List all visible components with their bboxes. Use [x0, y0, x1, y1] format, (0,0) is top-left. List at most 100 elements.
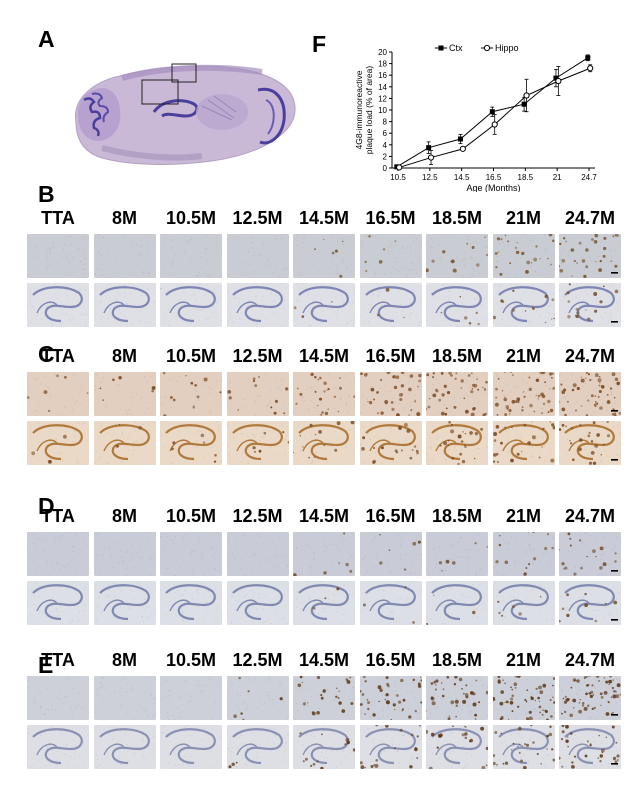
age-column-label: 10.5M [165, 346, 217, 366]
cortex-micrograph [559, 372, 621, 416]
age-column-label: 16.5M [365, 506, 416, 526]
y-tick-label: 10 [378, 106, 387, 115]
panel-label-d: D [38, 493, 55, 519]
cortex-micrograph [293, 372, 355, 416]
hippocampus-micrograph [559, 421, 621, 465]
data-point-hippo [523, 92, 530, 99]
hippocampus-micrograph [226, 581, 289, 625]
y-tick-label: 2 [383, 152, 388, 161]
panel-label-e: E [38, 652, 54, 678]
cortex-micrograph [426, 234, 488, 278]
age-column-label: 21M [505, 650, 541, 670]
cortex-roi-box [171, 63, 197, 83]
data-point-hippo [427, 154, 435, 161]
age-column-label: 8M [111, 208, 137, 228]
data-point-hippo [491, 121, 498, 128]
cortex-micrograph [27, 234, 89, 278]
hippocampus-micrograph [492, 283, 555, 327]
panel-label-f: F [312, 31, 327, 57]
age-column-label: 14.5M [298, 346, 350, 366]
legend-label-hippo: Hippo [495, 43, 519, 53]
scale-bar [611, 570, 618, 572]
cortex-micrograph [559, 234, 621, 278]
cortex-image-row [25, 372, 623, 419]
cortex-micrograph [492, 532, 555, 576]
data-point-ctx [457, 136, 463, 142]
hippocampus-micrograph [160, 581, 222, 625]
data-point-ctx [521, 101, 527, 107]
y-tick-label: 12 [378, 94, 387, 103]
cortex-micrograph [492, 234, 555, 278]
data-point-ctx [426, 145, 432, 151]
scale-bar [611, 763, 618, 765]
scale-bar [611, 714, 618, 716]
y-tick-label: 0 [383, 164, 388, 173]
age-column-label: 16.5M [365, 650, 416, 670]
age-column-label: TTA [41, 346, 75, 366]
cortex-micrograph [160, 234, 222, 278]
cortex-micrograph [226, 676, 289, 720]
cortex-micrograph [359, 532, 422, 576]
data-point-ctx [489, 109, 495, 115]
cortex-image-row [25, 532, 623, 579]
hippocampus-micrograph [426, 421, 488, 465]
legend-marker-ctx [438, 45, 444, 51]
hippocampus-roi-box [141, 79, 179, 105]
y-tick-label: 14 [378, 83, 387, 92]
cortex-micrograph [93, 234, 156, 278]
plaque-load-chart: 0 2 4 6 8 10 12 14 16 18 20 10.5 12.5 14.5 16.5 18.5 21 2… [354, 43, 597, 192]
hippocampus-micrograph [27, 581, 89, 625]
x-tick-label: 21 [553, 173, 562, 182]
cortex-micrograph [359, 372, 422, 416]
age-column-label: 8M [111, 506, 137, 526]
hippocampus-micrograph [27, 421, 89, 465]
x-tick-label: 10.5 [390, 173, 406, 182]
legend-marker-hippo [483, 44, 491, 52]
hippocampus-micrograph [426, 581, 488, 625]
age-column-label: 18.5M [431, 346, 483, 366]
cortex-micrograph [93, 372, 156, 416]
x-tick-label: 24.7 [581, 173, 597, 182]
hippocampus-image-row [25, 725, 623, 772]
cortex-micrograph [93, 532, 156, 576]
age-column-label: 12.5M [232, 346, 283, 366]
stain-panel-c: TTA 8M 10.5M 12.5M 14.5M 16.5M 18.5M 21M 24.7M [25, 344, 623, 472]
cortex-micrograph [160, 372, 222, 416]
y-tick-label: 4 [383, 141, 388, 150]
cortex-micrograph [27, 532, 89, 576]
data-point-hippo [587, 65, 594, 72]
x-tick-label: 18.5 [518, 173, 534, 182]
x-tick-label: 16.5 [486, 173, 502, 182]
panel-label-b: B [38, 181, 55, 207]
cortex-micrograph [293, 676, 355, 720]
hippocampus-image-row [25, 581, 623, 628]
hippocampus-micrograph [93, 283, 156, 327]
y-axis-label: 4G8-immunoreactive [354, 70, 364, 149]
age-column-label: 14.5M [298, 650, 350, 670]
cortex-micrograph [293, 532, 355, 576]
age-column-label: 24.7M [564, 506, 616, 526]
hippocampus-micrograph [559, 725, 621, 769]
age-label-row: TTA 8M 10.5M 12.5M 14.5M 16.5M 18.5M 21M 24.7M [25, 504, 623, 528]
hippocampus-micrograph [293, 581, 355, 625]
cortex-micrograph [492, 676, 555, 720]
hippocampus-micrograph [226, 421, 289, 465]
cortex-image-row [25, 676, 623, 723]
scale-bar [611, 272, 618, 274]
hippocampus-micrograph [27, 283, 89, 327]
age-column-label: 12.5M [232, 506, 283, 526]
x-axis-label: Age (Months) [466, 183, 520, 192]
y-tick-label: 20 [378, 48, 387, 57]
cortex-micrograph [226, 372, 289, 416]
hippocampus-micrograph [492, 725, 555, 769]
hippocampus-micrograph [492, 581, 555, 625]
data-point-ctx [585, 55, 591, 61]
y-tick-label: 16 [378, 71, 387, 80]
age-column-label: 21M [505, 346, 541, 366]
age-column-label: 10.5M [165, 650, 217, 670]
cortex-micrograph [492, 372, 555, 416]
cerebellum [77, 88, 121, 141]
y-tick-label: 8 [383, 118, 388, 127]
hippocampus-image-row [25, 283, 623, 330]
data-point-ctx [553, 75, 559, 81]
